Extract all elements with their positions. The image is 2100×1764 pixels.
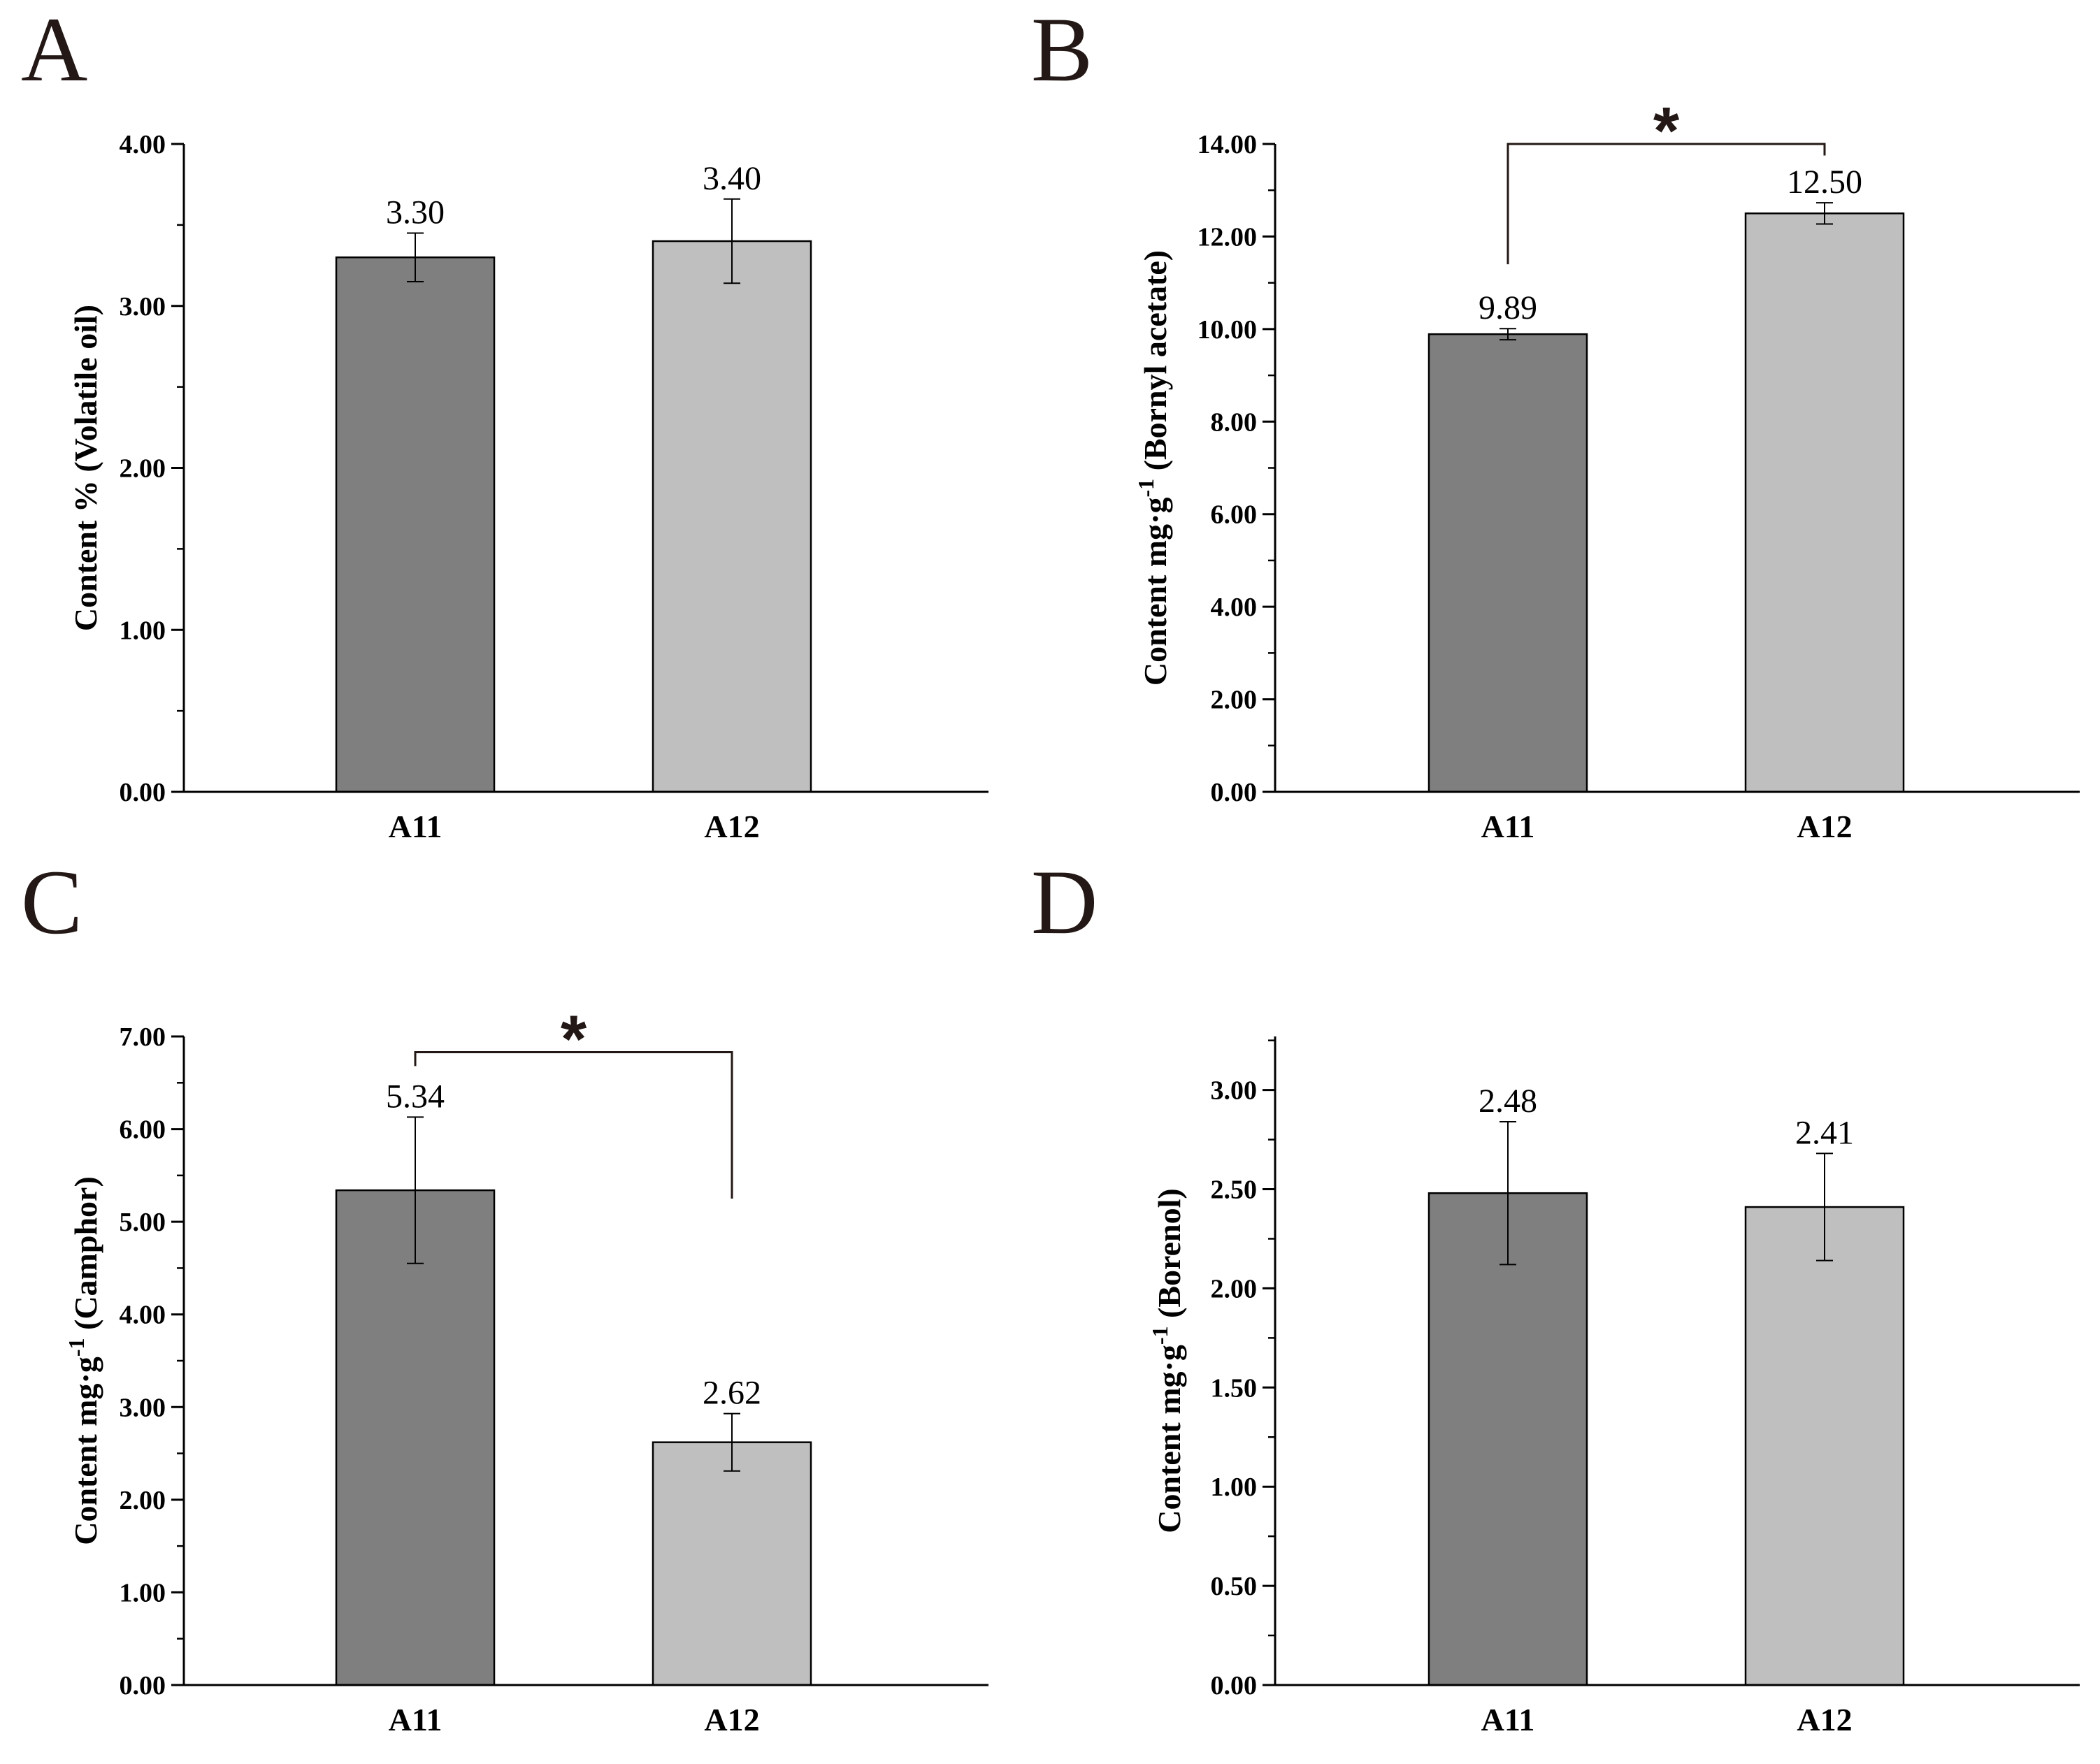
bar-a12	[652, 240, 812, 793]
y-tick-label: 3.00	[120, 1393, 166, 1422]
y-axis-title-part: Content % (Volatile oil)	[68, 305, 103, 631]
y-tick-label: 10.00	[1198, 315, 1258, 345]
y-axis-title: Content % (Volatile oil)	[68, 305, 103, 631]
y-tick-label: 2.00	[120, 454, 166, 484]
data-label: 2.62	[703, 1375, 761, 1412]
y-tick-label: 4.00	[120, 1301, 166, 1330]
chart-panel-c: C 5.34 A11 2.62 A12 0.00 1.00 2.00 3.00 4.00 5.00 6…	[21, 851, 988, 1737]
x-tick-label: A12	[704, 809, 759, 844]
y-tick-label: 6.00	[1211, 500, 1258, 530]
y-tick-label: 4.00	[1211, 593, 1258, 622]
significance-bracket	[1506, 143, 1826, 265]
y-tick-label: 0.50	[1211, 1572, 1258, 1601]
y-tick-label: 6.00	[120, 1115, 166, 1145]
bar-a12	[652, 1441, 812, 1686]
y-axis-title-superscript: -1	[1147, 1326, 1172, 1345]
y-axis-title-part: (Bornyl acetate)	[1137, 250, 1173, 479]
x-tick-label: A12	[1797, 1702, 1852, 1737]
x-tick-label: A12	[1797, 809, 1852, 844]
y-tick-label: 3.00	[1211, 1076, 1258, 1106]
x-tick-label: A12	[704, 1702, 759, 1737]
y-tick-label: 3.00	[120, 292, 166, 321]
x-tick-label: A11	[1481, 809, 1535, 844]
y-tick-label: 4.00	[120, 130, 166, 159]
y-tick-label: 2.00	[1211, 686, 1258, 715]
bar-a12	[1744, 1206, 1905, 1686]
panel-letter: A	[21, 0, 87, 101]
y-axis-title-part: Content mg·g	[1151, 1345, 1187, 1533]
y-axis-title-part: Content mg·g	[1137, 498, 1173, 686]
data-label: 2.48	[1479, 1083, 1537, 1120]
bar-a11	[335, 1189, 496, 1686]
bar-a11	[1427, 333, 1588, 793]
y-axis-title-superscript: -1	[64, 1338, 89, 1357]
y-tick-label: 14.00	[1198, 130, 1258, 159]
y-tick-label: 7.00	[120, 1022, 166, 1052]
y-axis-title: Content mg·g-1 (Borenol)	[1147, 1188, 1187, 1533]
significance-bracket	[414, 1051, 733, 1199]
data-label: 12.50	[1787, 164, 1862, 201]
significance-star: *	[1653, 94, 1680, 168]
data-label: 2.41	[1795, 1114, 1854, 1151]
data-label: 5.34	[386, 1078, 445, 1115]
x-tick-label: A11	[1481, 1702, 1535, 1737]
y-axis-title: Content mg·g-1 (Bornyl acetate)	[1133, 250, 1173, 686]
chart-panel-d: D 2.48 A11 2.41 A12 0.00 0.50 1.00 1.50 2.00 2.50 3…	[1031, 851, 2080, 1737]
x-tick-label: A11	[389, 1702, 443, 1737]
y-axis-title-part: Content mg·g	[68, 1357, 103, 1545]
data-label: 3.40	[703, 160, 761, 197]
chart-panel-a: A 3.30 A11 3.40 A12 0.00 1.00 2.00 3.00 4.00 Conte…	[21, 0, 988, 844]
y-tick-label: 12.00	[1198, 222, 1258, 252]
bar-a11	[335, 256, 496, 793]
y-tick-label: 8.00	[1211, 407, 1258, 437]
y-tick-label: 2.00	[1211, 1274, 1258, 1303]
y-tick-label: 1.50	[1211, 1373, 1258, 1403]
y-axis-title-part: (Camphor)	[68, 1176, 103, 1338]
chart-panel-b: B 9.89 A11 12.50 A12 0.00 2.00 4.00 6.00 8.00 10.0…	[1031, 0, 2080, 844]
bar-a11	[1427, 1192, 1588, 1686]
data-label: 3.30	[386, 194, 445, 231]
y-tick-label: 0.00	[120, 1671, 166, 1700]
x-tick-label: A11	[389, 809, 443, 844]
y-tick-label: 0.00	[1211, 1671, 1258, 1700]
significance-star: *	[561, 1002, 587, 1077]
y-tick-label: 0.00	[1211, 778, 1258, 807]
data-label: 9.89	[1479, 289, 1537, 326]
y-axis-title: Content mg·g-1 (Camphor)	[64, 1176, 103, 1545]
bar-a12	[1744, 212, 1905, 793]
y-tick-label: 5.00	[120, 1208, 166, 1237]
y-axis-title-superscript: -1	[1133, 479, 1158, 498]
y-tick-label: 2.00	[120, 1486, 166, 1515]
y-tick-label: 0.00	[120, 778, 166, 807]
panel-letter: C	[21, 851, 82, 953]
y-tick-label: 1.00	[120, 616, 166, 645]
y-tick-label: 2.50	[1211, 1176, 1258, 1205]
y-tick-label: 1.00	[120, 1578, 166, 1607]
panel-letter: D	[1031, 851, 1098, 953]
panel-letter: B	[1031, 0, 1093, 101]
y-axis-title-part: (Borenol)	[1151, 1188, 1187, 1326]
y-tick-label: 1.00	[1211, 1473, 1258, 1502]
